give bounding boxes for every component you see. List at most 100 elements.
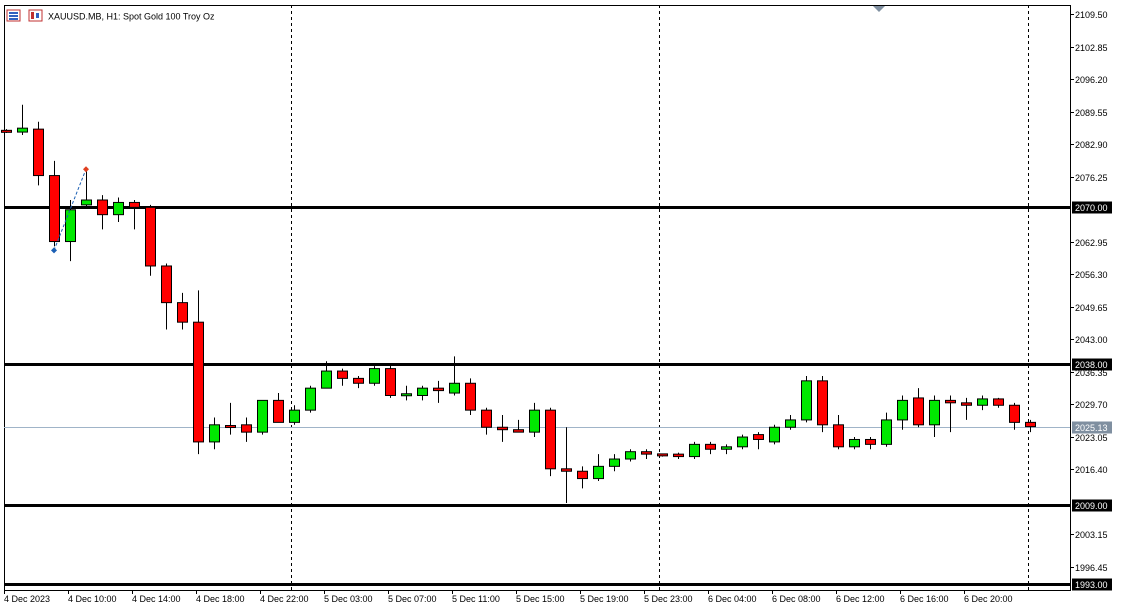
candle xyxy=(881,412,892,447)
price-tick-label: 2029.70 xyxy=(1075,400,1108,410)
bull-candle-body xyxy=(81,199,92,206)
bull-candle-body xyxy=(369,368,380,384)
bear-candle-body xyxy=(145,206,156,267)
candle xyxy=(849,437,860,450)
bull-candle-body xyxy=(769,426,780,443)
bear-candle-body xyxy=(465,382,476,411)
candle xyxy=(705,441,716,455)
horizontal-lines[interactable] xyxy=(4,206,1070,586)
price-tick-label: 2096.20 xyxy=(1075,75,1108,85)
current-price-label: 2025.13 xyxy=(1075,423,1108,433)
bull-candle-body xyxy=(401,393,412,397)
price-tick-label: 2016.40 xyxy=(1075,465,1108,475)
chart-type-icon[interactable] xyxy=(28,9,43,22)
bear-candle-body xyxy=(673,453,684,458)
time-tick-label: 4 Dec 18:00 xyxy=(196,594,245,604)
candle xyxy=(273,393,284,423)
bear-candle-body xyxy=(1009,404,1020,423)
bull-candle-body xyxy=(801,380,812,421)
time-tick-label: 4 Dec 10:00 xyxy=(68,594,117,604)
candle xyxy=(433,380,444,403)
level-price-label: 1993.00 xyxy=(1075,580,1108,590)
candle xyxy=(657,453,668,457)
candle xyxy=(945,395,956,433)
candle xyxy=(977,395,988,411)
bear-candle-body xyxy=(913,397,924,426)
time-tick-label: 5 Dec 23:00 xyxy=(644,594,693,604)
time-tick-label: 4 Dec 14:00 xyxy=(132,594,181,604)
candle xyxy=(417,385,428,401)
candle xyxy=(289,405,300,425)
bear-candle-body xyxy=(497,426,508,431)
candle xyxy=(785,415,796,430)
price-tick-label: 2003.15 xyxy=(1075,530,1108,540)
candle xyxy=(1009,402,1020,430)
price-tick-label: 2102.85 xyxy=(1075,43,1108,53)
bear-candle-body xyxy=(993,398,1004,406)
trade-connector-line xyxy=(53,169,87,251)
candle xyxy=(625,449,636,462)
candle xyxy=(897,395,908,430)
price-tick-label: 2036.35 xyxy=(1075,368,1108,378)
bear-candle-body xyxy=(385,368,396,396)
bull-candle-body xyxy=(113,201,124,216)
level-price-label: 2009.00 xyxy=(1075,501,1108,511)
time-tick-label: 6 Dec 12:00 xyxy=(836,594,885,604)
level-label-bg xyxy=(1072,201,1112,214)
candle xyxy=(513,419,524,433)
candle xyxy=(689,441,700,460)
bull-candle-body xyxy=(593,465,604,480)
candle xyxy=(1025,419,1036,433)
chart-shift-marker-icon[interactable] xyxy=(873,6,885,12)
bull-candle-body xyxy=(977,398,988,406)
price-tick-label: 2062.95 xyxy=(1075,238,1108,248)
candle xyxy=(49,160,60,247)
bear-candle-body xyxy=(705,443,716,450)
bull-candle-body xyxy=(289,409,300,423)
bull-candle-body xyxy=(881,419,892,445)
candle xyxy=(769,424,780,445)
level-label-bg xyxy=(1072,499,1112,512)
current-price-label-bg xyxy=(1072,421,1112,434)
candle xyxy=(113,197,124,222)
bear-candle-body xyxy=(433,387,444,392)
bear-candle-body xyxy=(49,175,60,243)
candle xyxy=(17,104,28,135)
bear-candle-body xyxy=(273,399,284,423)
chart-menu-icon[interactable] xyxy=(6,9,21,22)
candle xyxy=(497,415,508,442)
bear-candle-body xyxy=(641,451,652,455)
candle xyxy=(465,378,476,416)
candle xyxy=(929,395,940,438)
candle xyxy=(449,356,460,396)
bear-candle-body xyxy=(865,438,876,445)
bear-candle-body xyxy=(1025,421,1036,428)
chart-title: XAUUSD.MB, H1: Spot Gold 100 Troy Oz xyxy=(48,12,215,22)
candle xyxy=(529,402,540,438)
candle xyxy=(65,200,76,262)
time-tick-label: 5 Dec 07:00 xyxy=(388,594,437,604)
time-tick-label: 5 Dec 03:00 xyxy=(324,594,373,604)
candle xyxy=(337,368,348,386)
bull-candle-body xyxy=(897,399,908,421)
candle xyxy=(641,449,652,460)
candle xyxy=(993,397,1004,408)
candle xyxy=(865,437,876,450)
candle xyxy=(801,375,812,423)
candle xyxy=(305,385,316,413)
time-tick-label: 6 Dec 16:00 xyxy=(900,594,949,604)
candle xyxy=(241,417,252,442)
price-tick-label: 2056.30 xyxy=(1075,270,1108,280)
candle xyxy=(257,399,268,435)
candle xyxy=(833,415,844,450)
bear-candle-body xyxy=(545,409,556,470)
bear-candle-body xyxy=(961,402,972,406)
candle xyxy=(193,290,204,455)
chart-header: XAUUSD.MB, H1: Spot Gold 100 Troy Oz xyxy=(6,9,215,22)
bear-candle-body xyxy=(657,453,668,457)
candle xyxy=(225,402,236,435)
candle xyxy=(353,375,364,389)
candle xyxy=(593,454,604,482)
candle xyxy=(321,361,332,389)
